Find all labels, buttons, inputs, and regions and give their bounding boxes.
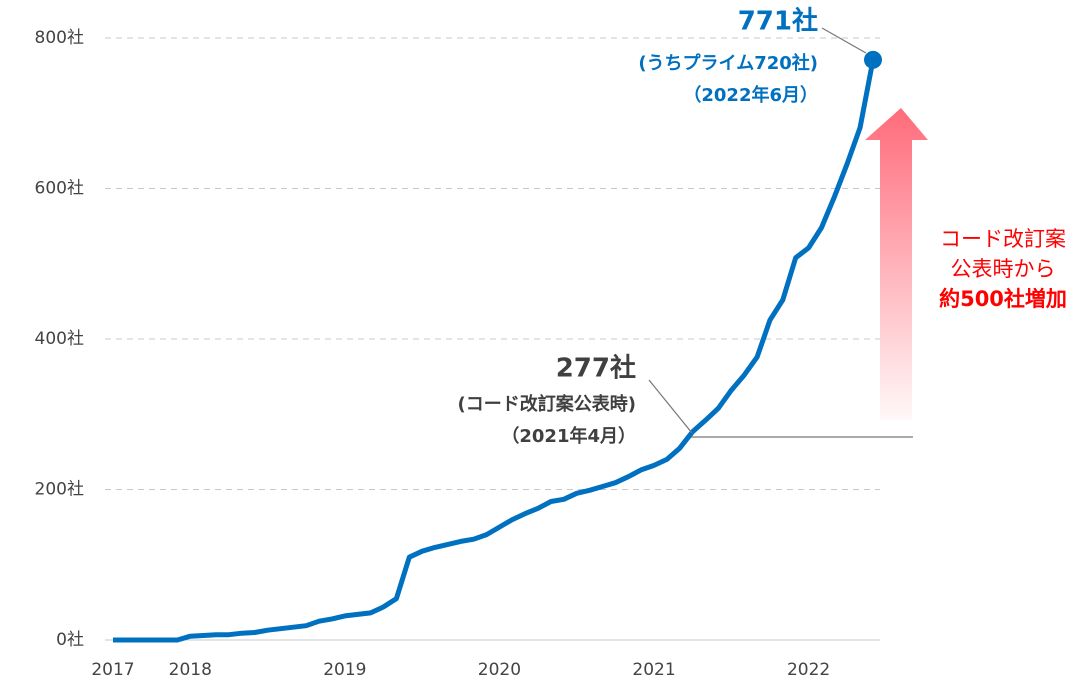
annotation: コード改訂案 xyxy=(940,227,1066,251)
annotation: (うちプライム720社) xyxy=(638,52,818,74)
annotation: 277社 xyxy=(556,353,636,384)
annotation: （2022年6月） xyxy=(683,84,818,106)
annotation: （2021年4月） xyxy=(501,425,636,447)
y-tick-label: 800社 xyxy=(35,28,84,48)
y-tick-label: 400社 xyxy=(35,329,84,349)
leader-line xyxy=(648,379,693,434)
x-tick-label: 2019 xyxy=(323,660,366,680)
y-tick-label: 600社 xyxy=(35,179,84,199)
y-tick-label: 0社 xyxy=(56,630,84,650)
x-tick-label: 2020 xyxy=(478,660,521,680)
x-tick-label: 2017 xyxy=(91,660,134,680)
annotation: (コード改訂案公表時) xyxy=(458,393,636,415)
annotation: 公表時から xyxy=(951,257,1056,281)
annotation: 771社 xyxy=(738,6,818,37)
increase-arrow xyxy=(865,108,928,420)
x-tick-label: 2022 xyxy=(787,660,830,680)
y-tick-label: 200社 xyxy=(35,480,84,500)
end-marker xyxy=(864,50,882,69)
data-line xyxy=(113,59,876,643)
x-tick-label: 2021 xyxy=(632,660,675,680)
leader-line xyxy=(821,27,867,54)
annotation: 約500社増加 xyxy=(939,287,1067,311)
x-tick-label: 2018 xyxy=(169,660,212,680)
